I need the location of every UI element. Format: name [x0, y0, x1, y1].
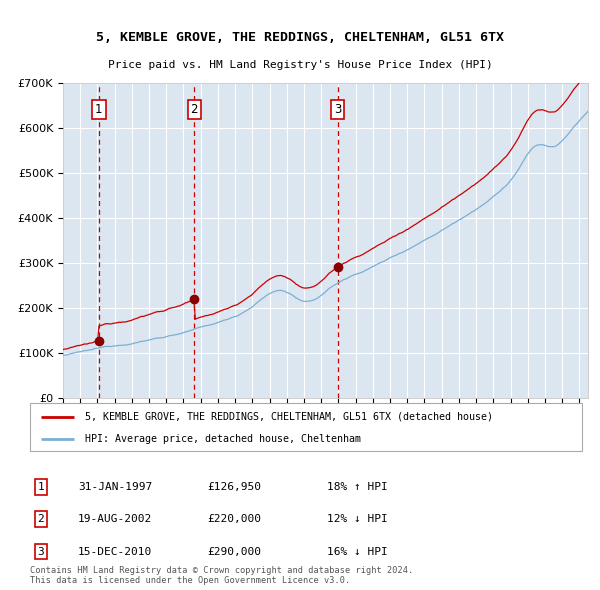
Text: 1: 1: [37, 482, 44, 491]
FancyBboxPatch shape: [30, 403, 582, 451]
Text: 3: 3: [37, 547, 44, 556]
Text: Contains HM Land Registry data © Crown copyright and database right 2024.: Contains HM Land Registry data © Crown c…: [30, 566, 413, 575]
Text: £126,950: £126,950: [207, 482, 261, 491]
Text: 16% ↓ HPI: 16% ↓ HPI: [327, 547, 388, 556]
Text: 1: 1: [95, 103, 103, 116]
Text: 2: 2: [191, 103, 198, 116]
Text: 19-AUG-2002: 19-AUG-2002: [78, 514, 152, 524]
Text: HPI: Average price, detached house, Cheltenham: HPI: Average price, detached house, Chel…: [85, 434, 361, 444]
Text: £220,000: £220,000: [207, 514, 261, 524]
Text: 18% ↑ HPI: 18% ↑ HPI: [327, 482, 388, 491]
Text: 31-JAN-1997: 31-JAN-1997: [78, 482, 152, 491]
Text: This data is licensed under the Open Government Licence v3.0.: This data is licensed under the Open Gov…: [30, 576, 350, 585]
Text: 12% ↓ HPI: 12% ↓ HPI: [327, 514, 388, 524]
Text: 3: 3: [334, 103, 341, 116]
Text: 5, KEMBLE GROVE, THE REDDINGS, CHELTENHAM, GL51 6TX: 5, KEMBLE GROVE, THE REDDINGS, CHELTENHA…: [96, 31, 504, 44]
Text: £290,000: £290,000: [207, 547, 261, 556]
Text: 5, KEMBLE GROVE, THE REDDINGS, CHELTENHAM, GL51 6TX (detached house): 5, KEMBLE GROVE, THE REDDINGS, CHELTENHA…: [85, 411, 493, 421]
Text: 2: 2: [37, 514, 44, 524]
Text: 15-DEC-2010: 15-DEC-2010: [78, 547, 152, 556]
Text: Price paid vs. HM Land Registry's House Price Index (HPI): Price paid vs. HM Land Registry's House …: [107, 60, 493, 70]
